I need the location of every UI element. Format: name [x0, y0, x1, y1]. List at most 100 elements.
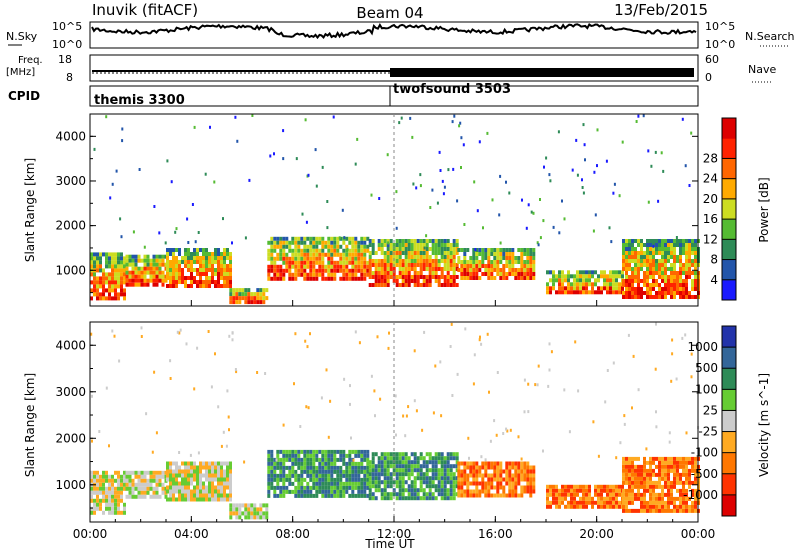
data-cell — [682, 496, 685, 501]
data-cell — [434, 259, 438, 263]
scatter-cell — [534, 383, 537, 387]
data-cell — [585, 492, 588, 497]
data-cell — [205, 280, 208, 284]
data-cell — [643, 488, 646, 493]
data-cell — [395, 460, 399, 465]
data-cell — [386, 476, 390, 481]
data-cell — [496, 489, 500, 494]
scatter-cell — [304, 339, 307, 343]
data-cell — [422, 456, 426, 461]
data-cell — [496, 481, 500, 486]
data-cell — [664, 484, 667, 489]
data-cell — [374, 279, 378, 283]
data-cell — [187, 477, 190, 482]
data-cell — [392, 480, 396, 485]
data-cell — [199, 272, 202, 276]
data-cell — [312, 449, 316, 454]
data-cell — [111, 490, 114, 495]
data-cell — [691, 460, 694, 465]
scatter-cell — [476, 209, 479, 213]
data-cell — [570, 290, 573, 295]
data-cell — [190, 493, 193, 498]
data-cell — [117, 478, 120, 483]
data-cell — [324, 240, 328, 245]
data-cell — [655, 279, 658, 283]
data-cell — [640, 267, 643, 271]
data-cell — [661, 287, 664, 291]
colorbar-swatch — [722, 410, 736, 432]
colorbar-swatch — [722, 452, 736, 475]
data-cell — [658, 247, 661, 251]
data-cell — [270, 473, 274, 478]
data-cell — [184, 481, 187, 486]
colorbar-tick-label: 16 — [703, 212, 718, 226]
data-cell — [606, 484, 609, 489]
data-cell — [652, 468, 655, 473]
data-cell — [226, 248, 229, 252]
data-cell — [253, 511, 257, 516]
data-cell — [670, 484, 673, 489]
data-cell — [661, 508, 664, 513]
data-cell — [279, 252, 283, 257]
data-cell — [529, 248, 533, 252]
data-cell — [652, 251, 655, 255]
data-cell — [594, 290, 597, 295]
data-cell — [300, 457, 304, 462]
data-cell — [549, 484, 552, 489]
data-cell — [490, 248, 494, 252]
data-cell — [649, 468, 652, 473]
data-cell — [105, 506, 108, 511]
data-cell — [615, 286, 618, 291]
data-cell — [520, 485, 524, 490]
data-cell — [259, 288, 263, 293]
data-cell — [288, 477, 292, 482]
data-cell — [117, 256, 120, 261]
data-cell — [294, 461, 298, 466]
data-cell — [108, 478, 111, 483]
data-cell — [502, 252, 506, 256]
data-cell — [306, 276, 310, 281]
data-cell — [199, 268, 202, 272]
data-cell — [172, 284, 175, 288]
data-cell — [363, 465, 367, 470]
data-cell — [217, 493, 220, 498]
data-cell — [342, 268, 346, 273]
data-cell — [336, 449, 340, 454]
data-cell — [309, 489, 313, 494]
data-cell — [211, 264, 214, 268]
data-cell — [199, 264, 202, 268]
scatter-cell — [197, 231, 200, 234]
data-cell — [673, 496, 676, 501]
scatter-cell — [438, 150, 441, 154]
data-cell — [374, 472, 378, 477]
data-cell — [661, 500, 664, 505]
data-cell — [658, 480, 661, 485]
data-cell — [419, 468, 423, 473]
data-cell — [585, 504, 588, 509]
data-cell — [155, 254, 159, 259]
data-cell — [649, 271, 652, 275]
data-cell — [348, 477, 352, 482]
data-cell — [466, 260, 470, 264]
data-cell — [161, 278, 165, 283]
data-cell — [202, 481, 205, 486]
scatter-cell — [210, 385, 213, 389]
scatter-cell — [458, 124, 461, 128]
data-cell — [612, 488, 615, 493]
data-cell — [297, 244, 301, 249]
data-cell — [202, 280, 205, 284]
data-cell — [389, 251, 393, 255]
data-cell — [398, 468, 402, 473]
data-cell — [649, 243, 652, 247]
data-cell — [149, 474, 153, 479]
data-cell — [404, 283, 408, 287]
data-cell — [114, 502, 117, 507]
data-cell — [282, 473, 286, 478]
data-cell — [336, 236, 340, 241]
data-cell — [288, 449, 292, 454]
nsearch-tick-bottom: 10^0 — [705, 38, 735, 51]
data-cell — [631, 239, 634, 243]
data-cell — [96, 482, 99, 487]
data-cell — [655, 243, 658, 247]
